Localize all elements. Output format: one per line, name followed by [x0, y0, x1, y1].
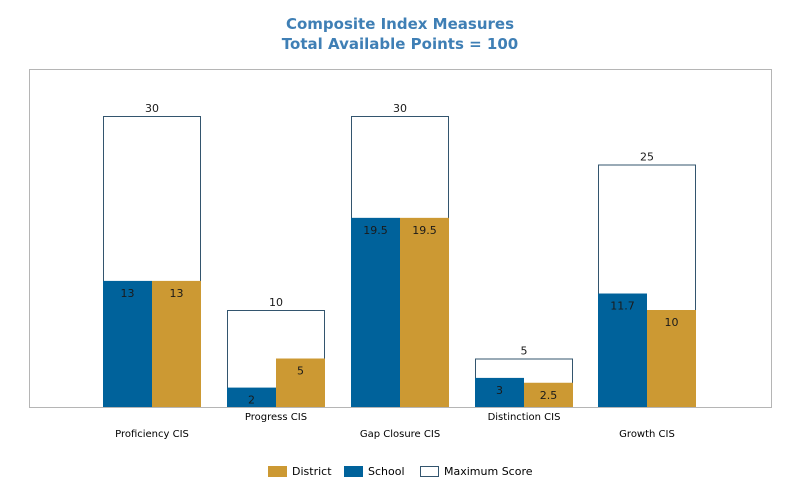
label-school-gap-closure-cis: 19.5 [363, 224, 388, 237]
bar-school-growth-cis [598, 293, 647, 407]
label-district-proficiency-cis: 13 [170, 287, 184, 300]
bar-school-distinction-cis [475, 377, 524, 407]
bar-district-distinction-cis [524, 382, 573, 407]
legend-swatch-maximum-score [420, 466, 439, 477]
chart-title: Composite Index Measures [285, 15, 515, 33]
bar-school-progress-cis [227, 387, 276, 407]
category-label-growth-cis: Growth CIS [619, 429, 675, 440]
category-label-distinction-cis: Distinction CIS [488, 412, 561, 423]
bar-district-proficiency-cis [152, 280, 201, 407]
bar-district-growth-cis [647, 310, 696, 407]
legend-swatch-district [268, 466, 287, 477]
bar-school-proficiency-cis [103, 280, 152, 407]
label-school-growth-cis: 11.7 [610, 300, 635, 313]
legend-label-district: District [292, 465, 332, 478]
bar-district-progress-cis [276, 358, 325, 407]
bar-school-gap-closure-cis [351, 217, 400, 407]
bar-district-gap-closure-cis [400, 217, 449, 407]
label-district-gap-closure-cis: 19.5 [412, 224, 437, 237]
legend-label-school: School [368, 465, 405, 478]
legend-label-maximum-score: Maximum Score [444, 465, 533, 478]
label-maximum-proficiency-cis: 30 [145, 102, 159, 115]
label-maximum-gap-closure-cis: 30 [393, 102, 407, 115]
label-district-distinction-cis: 2.5 [540, 389, 558, 402]
legend-swatch-school [344, 466, 363, 477]
category-label-progress-cis: Progress CIS [245, 412, 307, 423]
category-label-gap-closure-cis: Gap Closure CIS [360, 429, 440, 440]
label-maximum-progress-cis: 10 [269, 296, 283, 309]
label-school-proficiency-cis: 13 [121, 287, 135, 300]
label-school-progress-cis: 2 [248, 394, 255, 407]
category-label-proficiency-cis: Proficiency CIS [115, 429, 189, 440]
plot-area [29, 69, 772, 408]
label-district-progress-cis: 5 [297, 365, 304, 378]
label-district-growth-cis: 10 [665, 316, 679, 329]
chart-subtitle: Total Available Points = 100 [281, 35, 519, 53]
label-maximum-distinction-cis: 5 [521, 345, 528, 358]
label-maximum-growth-cis: 25 [640, 151, 654, 164]
label-school-distinction-cis: 3 [496, 384, 503, 397]
